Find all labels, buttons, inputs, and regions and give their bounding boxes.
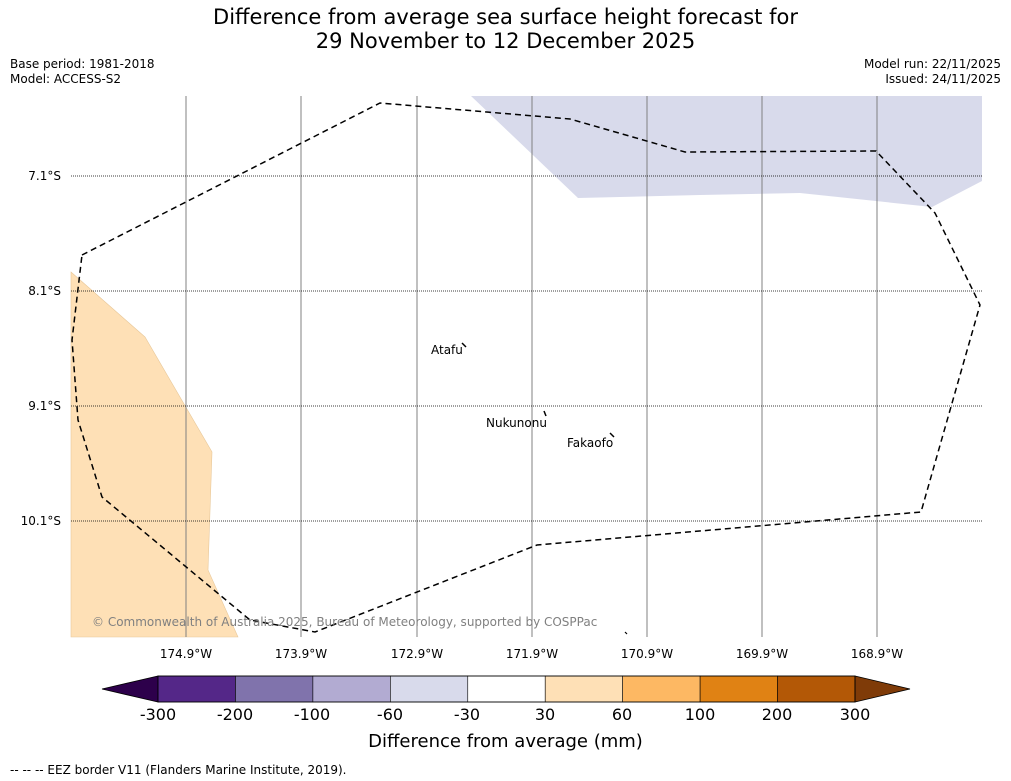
lon-label-6: 169.9°W: [735, 647, 789, 661]
colorbar: [101, 675, 911, 703]
title-line-1: Difference from average sea surface heig…: [213, 5, 798, 29]
copyright-notice: © Commonwealth of Australia 2025, Bureau…: [92, 615, 598, 629]
colorbar-bin-8: [699, 675, 778, 703]
colorbar-bin-7: [622, 675, 701, 703]
island-label-atafu: Atafu: [431, 343, 463, 357]
colorbar-extend-min: [101, 675, 159, 703]
eez-border: [71, 102, 981, 633]
colorbar-tick-2: -200: [216, 705, 254, 724]
colorbar-extend-max: [854, 675, 911, 703]
colorbar-tick-3: -100: [293, 705, 331, 724]
negative-anomaly-region: [471, 96, 982, 207]
colorbar-tick-9: 200: [761, 705, 793, 724]
nukunonu-atoll: [543, 410, 547, 417]
lat-label-1: 7.1°S: [28, 169, 61, 183]
colorbar-bin-1: [157, 675, 236, 703]
meta-right: Model run: 22/11/2025 Issued: 24/11/2025: [864, 57, 1001, 87]
lat-label-4: 10.1°S: [20, 514, 61, 528]
colorbar-tick-4: -60: [376, 705, 404, 724]
lat-label-3: 9.1°S: [28, 399, 61, 413]
model-run: Model run: 22/11/2025: [863, 57, 1001, 71]
colorbar-bin-6: [544, 675, 623, 703]
colorbar-bin-4: [390, 675, 469, 703]
lat-label-2: 8.1°S: [28, 284, 61, 298]
colorbar-bin-5: [467, 675, 546, 703]
colorbar-tick-8: 100: [684, 705, 716, 724]
title-line-2: 29 November to 12 December 2025: [315, 29, 696, 53]
atafu-atoll: [461, 342, 467, 348]
colorbar-outline: [157, 675, 856, 703]
colorbar-tick-10: 300: [839, 705, 871, 724]
island-label-nukunonu: Nukunonu: [486, 416, 547, 430]
meta-left: Base period: 1981-2018 Model: ACCESS-S2: [10, 57, 155, 87]
colorbar-bin-3: [312, 675, 391, 703]
colorbar-bin-9: [777, 675, 856, 703]
island-label-fakaofo: Fakaofo: [567, 436, 614, 450]
base-period: Base period: 1981-2018: [10, 57, 155, 71]
fakaofo-atoll: [609, 432, 615, 438]
colorbar-tick-6: 30: [534, 705, 556, 724]
lon-label-3: 172.9°W: [390, 647, 444, 661]
lon-label-7: 168.9°W: [850, 647, 904, 661]
colorbar-tick-1: -300: [139, 705, 177, 724]
colorbar-tick-5: -30: [453, 705, 481, 724]
lon-label-4: 171.9°W: [505, 647, 559, 661]
colorbar-label: Difference from average (mm): [368, 731, 643, 752]
positive-anomaly-region: [70, 271, 239, 638]
colorbar-bin-2: [235, 675, 314, 703]
model-name: Model: ACCESS-S2: [10, 72, 122, 86]
issued-date: Issued: 24/11/2025: [885, 72, 1001, 86]
chart-title: Difference from average sea surface heig…: [0, 5, 1011, 53]
lon-label-5: 170.9°W: [620, 647, 674, 661]
small-island: [624, 631, 628, 635]
lon-label-2: 173.9°W: [274, 647, 328, 661]
eez-legend: -- -- -- EEZ border V11 (Flanders Marine…: [10, 763, 347, 777]
colorbar-tick-7: 60: [611, 705, 633, 724]
lon-label-1: 174.9°W: [159, 647, 213, 661]
longitude-grid: [185, 96, 878, 637]
